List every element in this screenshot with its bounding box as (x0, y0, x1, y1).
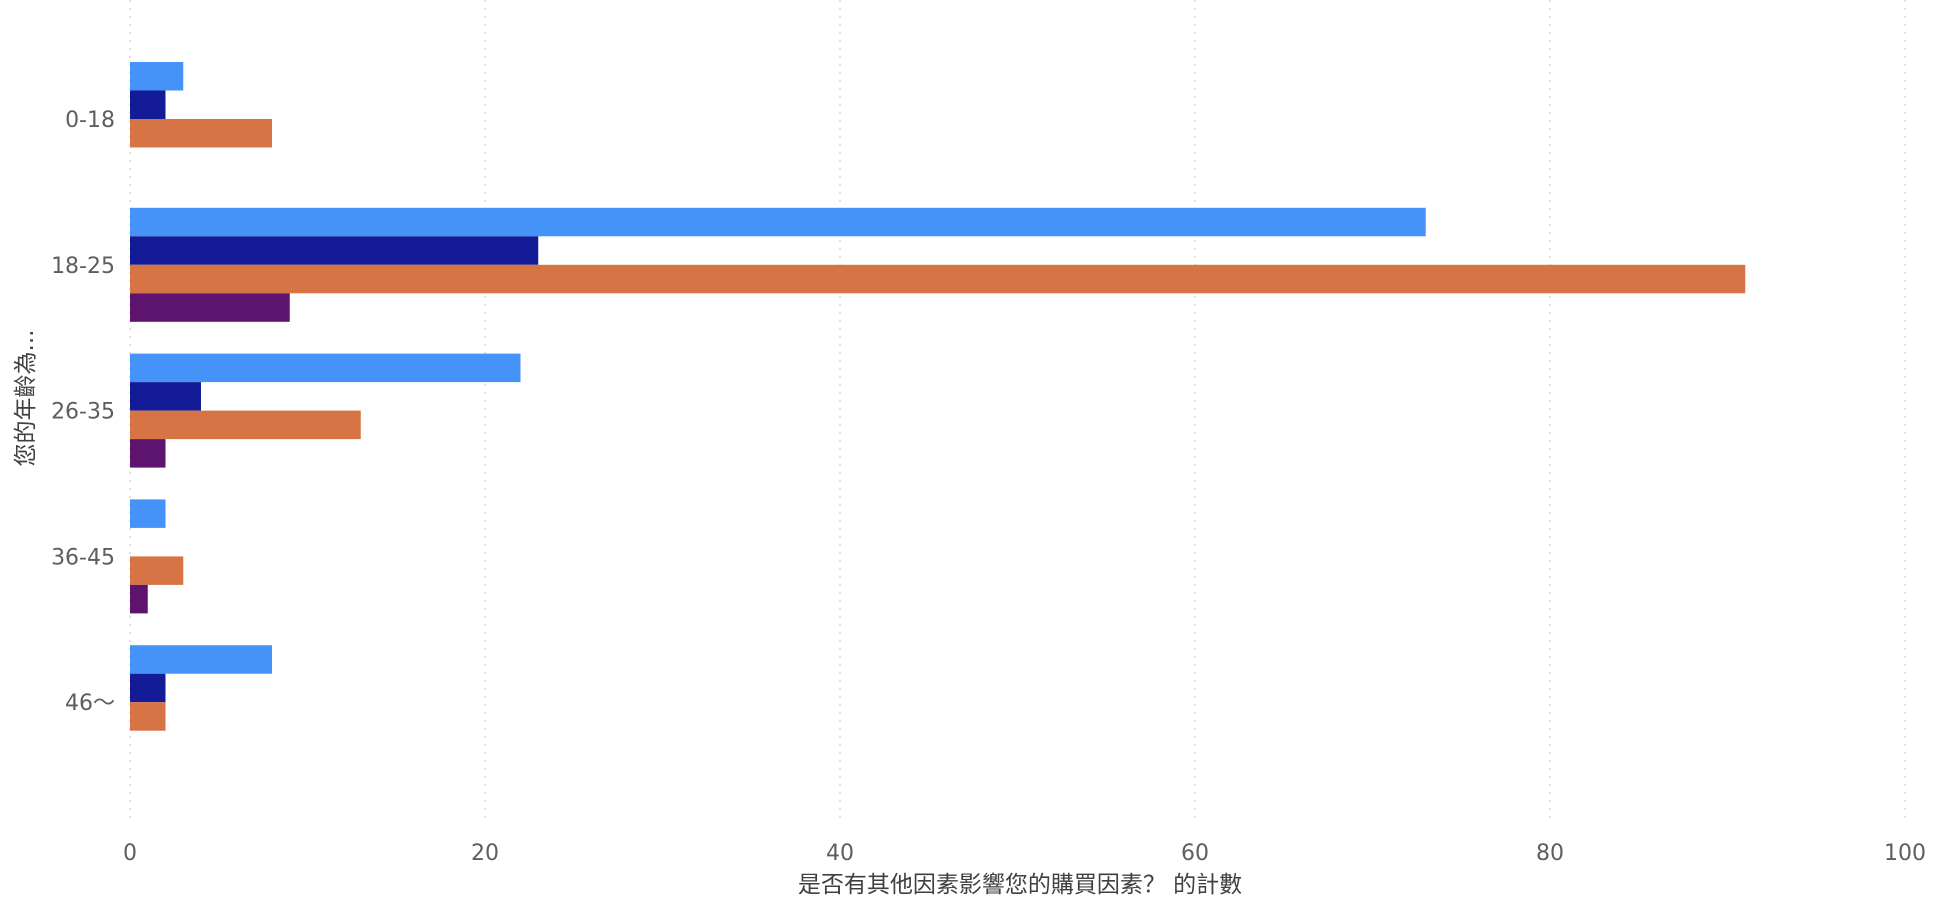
y-tick-label: 36-45 (51, 545, 115, 570)
bar-26-35-series-4 (130, 439, 166, 468)
bar-18-25-series-3 (130, 264, 1746, 294)
bar-36-45-series-1 (130, 499, 166, 528)
bar-0-18-series-1 (130, 62, 184, 91)
bar-26-35-series-3 (130, 410, 361, 440)
x-tick-label: 40 (826, 841, 854, 866)
x-tick-label: 60 (1181, 841, 1209, 866)
bar-18-25-series-1 (130, 207, 1426, 237)
bar-36-45-series-4 (130, 584, 148, 614)
x-tick-label: 80 (1536, 841, 1564, 866)
bars (130, 62, 1746, 731)
bar-46--series-3 (130, 702, 166, 731)
bar-46--series-2 (130, 673, 166, 703)
x-axis-title: 是否有其他因素影響您的購買因素？ 的計數 (798, 872, 1242, 898)
bar-18-25-series-4 (130, 293, 290, 322)
y-axis-title: 您的年齡為... (13, 330, 39, 467)
bar-36-45-series-3 (130, 556, 184, 585)
bar-26-35-series-1 (130, 353, 521, 383)
y-tick-label: 46～ (65, 691, 115, 716)
x-tick-label: 0 (123, 841, 137, 866)
y-axis-tick-labels: 0-18 18-25 26-35 36-45 46～ (51, 108, 115, 716)
bar-46--series-1 (130, 645, 272, 674)
bar-0-18-series-2 (130, 90, 166, 119)
bar-0-18-series-3 (130, 119, 272, 148)
y-tick-label: 18-25 (51, 254, 115, 279)
bar-26-35-series-2 (130, 382, 201, 411)
grid-lines (129, 0, 1906, 820)
y-tick-label: 26-35 (51, 400, 115, 425)
bar-18-25-series-2 (130, 236, 539, 265)
x-tick-label: 20 (471, 841, 499, 866)
x-tick-label: 100 (1884, 841, 1926, 866)
y-tick-label: 0-18 (65, 108, 115, 133)
x-axis-tick-labels: 0 20 40 60 80 100 (123, 841, 1926, 866)
